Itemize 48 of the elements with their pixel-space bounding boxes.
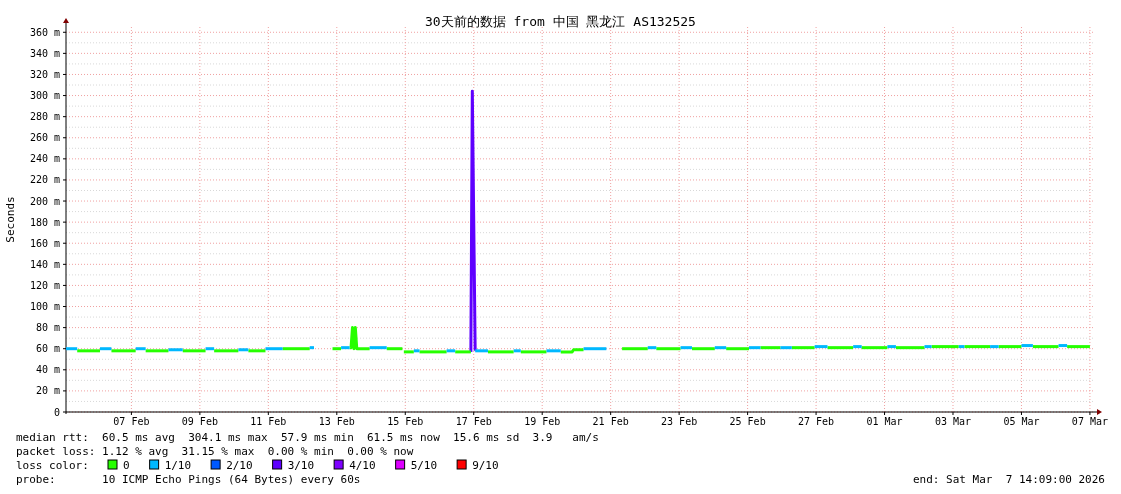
text: median rtt: 60.5 ms avg 304.1 ms max 57.9 ms min 61.5 ms now 15.6 ms sd 3.9 am/s — [16, 431, 599, 444]
y-tick-label: 20 m — [35, 385, 60, 397]
y-tick-label: 200 m — [29, 195, 60, 207]
y-tick-label: 260 m — [29, 132, 60, 144]
x-tick-label: 21 Feb — [592, 416, 629, 427]
y-tick-label: 0 — [53, 406, 60, 418]
y-tick-label: 240 m — [29, 153, 60, 165]
x-tick-label: 19 Feb — [524, 416, 561, 427]
text: end: Sat Mar 7 14:09:00 2026 — [912, 473, 1105, 486]
legend-label: 4/10 — [349, 459, 376, 472]
x-tick-label: 27 Feb — [798, 416, 835, 427]
text: probe: 10 ICMP Echo Pings (64 Bytes) every 60s — [16, 473, 361, 486]
y-tick-label: 140 m — [29, 258, 60, 270]
y-tick-label: 300 m — [29, 90, 60, 102]
y-tick-label: 40 m — [35, 364, 60, 376]
legend-label: 3/10 — [287, 459, 315, 472]
y-axis-title: Seconds — [4, 196, 17, 243]
y-tick-label: 280 m — [29, 111, 60, 123]
x-tick-label: 11 Feb — [250, 416, 287, 427]
y-tick-label: 360 m — [29, 26, 60, 38]
y-tick-label: 220 m — [29, 174, 60, 186]
y-tick-label: 340 m — [29, 47, 60, 59]
legend-label: 1/10 — [164, 459, 192, 472]
x-tick-label: 09 Feb — [181, 416, 218, 427]
x-tick-label: 07 Feb — [113, 416, 150, 427]
x-tick-label: 15 Feb — [387, 416, 424, 427]
y-tick-label: 60 m — [35, 343, 60, 355]
legend-label: 0 — [123, 459, 130, 472]
x-tick-label: 07 Mar — [1071, 416, 1108, 427]
legend-label: 2/10 — [226, 459, 253, 472]
legend-title: loss color: — [16, 459, 89, 472]
legend-label: 9/10 — [472, 459, 499, 472]
chart-title: 30天前的数据 from 中国 黑龙江 AS132525 — [425, 14, 696, 29]
y-tick-label: 100 m — [29, 301, 60, 313]
text: packet loss: 1.12 % avg 31.15 % max 0.00 % min 0.00 % now — [16, 445, 414, 458]
legend-label: 5/10 — [410, 459, 438, 472]
y-tick-label: 80 m — [35, 322, 60, 334]
y-tick-label: 120 m — [29, 279, 60, 291]
x-tick-label: 23 Feb — [661, 416, 698, 427]
x-tick-label: 01 Mar — [866, 416, 903, 427]
y-tick-label: 320 m — [29, 68, 60, 80]
y-tick-label: 180 m — [29, 216, 60, 228]
y-tick-label: 160 m — [29, 237, 60, 249]
x-tick-label: 13 Feb — [318, 416, 355, 427]
x-tick-label: 25 Feb — [729, 416, 766, 427]
x-tick-label: 17 Feb — [455, 416, 492, 427]
x-tick-label: 05 Mar — [1003, 416, 1040, 427]
x-tick-label: 03 Mar — [934, 416, 972, 427]
